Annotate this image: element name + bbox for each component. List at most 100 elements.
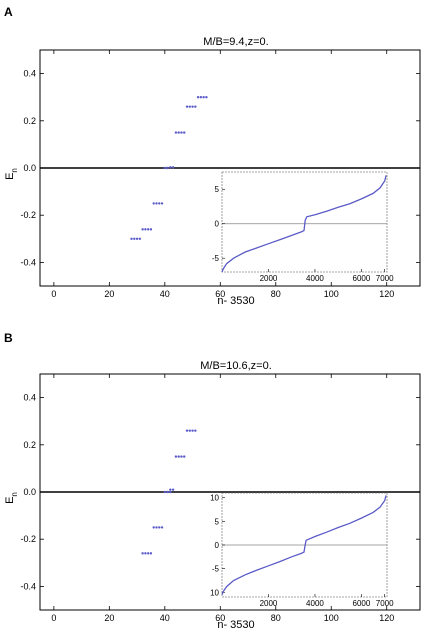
panel-a-ylabel-sub: n [10, 168, 19, 172]
panel-a-data-point [196, 96, 200, 99]
panel-letter-a: A [4, 5, 13, 19]
panel-b-data-point [163, 490, 167, 494]
panel-a-xtick-label: 40 [160, 289, 170, 299]
panel-b-data-point [144, 552, 147, 555]
panel-b-data-point [188, 429, 191, 432]
panel-a-data-point [205, 96, 208, 99]
panel-a-xtick-label: 20 [104, 289, 114, 299]
panel-a-inset-ytick-label: 5 [215, 185, 220, 194]
panel-b-inset-ytick-label: 10 [210, 588, 219, 597]
panel-a-data-point [133, 237, 136, 240]
panel-a-xtick-label: 0 [51, 289, 56, 299]
panel-b-data-point [152, 526, 155, 529]
panel-a-data-point [202, 96, 205, 99]
panel-a-ytick-label: 0.0 [23, 163, 36, 173]
panel-b-data-point [160, 526, 164, 529]
panel-b-ytick-label: 0.2 [23, 440, 36, 450]
panel-a-data-point [194, 105, 197, 108]
panel-a-data-point [155, 202, 158, 205]
panel-a-xtick-label: 100 [324, 289, 339, 299]
panel-b-inset-ytick-label: 10 [210, 494, 219, 503]
panel-b-inset-curve [221, 495, 387, 595]
panel-b-data-point [169, 490, 172, 494]
panel-a-ylabel-main: E [4, 173, 16, 180]
panel-a-data-point [135, 237, 139, 240]
panel-b-ylabel: En [4, 492, 19, 504]
panel-a-data-point [166, 166, 169, 170]
panel-a-ytick-label: 0.2 [23, 116, 36, 126]
panel-a-inset-xtick-label: 4000 [306, 274, 324, 283]
panel-a-data-point [149, 228, 153, 231]
panel-a-inset-xtick-label: 6000 [353, 274, 371, 283]
panel-b-ylabel-sub: n [10, 492, 19, 496]
panel-a-data-point [152, 202, 155, 205]
panel-a-data-point [144, 228, 147, 231]
panel-b-xtick-label: 80 [271, 613, 281, 623]
panel-b-title: M/B=10.6,z=0. [200, 360, 272, 372]
panel-a-inset-ytick-label: -5 [212, 254, 220, 263]
panel-b-data-point [155, 526, 158, 529]
panel-b-data-point [171, 488, 175, 491]
panel-b-inset-xtick-label: 6000 [353, 599, 371, 608]
panel-b-data-point [180, 455, 183, 458]
panel-a-data-point [188, 105, 191, 108]
panel-b-inset-ytick-label: 5 [215, 517, 220, 526]
panel-a-xlabel: n- 3530 [217, 295, 254, 307]
panel-b-data-point [183, 455, 186, 458]
panel-letter-b: B [4, 331, 13, 345]
panel-a-data-point [130, 237, 133, 240]
panel-a-title: M/B=9.4,z=0. [203, 36, 268, 48]
panel-b-xtick-label: 20 [104, 613, 114, 623]
panel-b-inset-xtick-label: 2000 [260, 599, 278, 608]
panel-a-data-point [183, 131, 186, 134]
panel-b-xtick-label: 120 [379, 613, 394, 623]
panel-a-ytick-label: -0.4 [20, 257, 36, 267]
panel-b-ytick-label: -0.2 [20, 534, 36, 544]
panel-b-ylabel-main: E [4, 497, 16, 504]
panel-a-data-point [146, 228, 150, 231]
panel-b-data-point [146, 552, 150, 555]
panel-a-ylabel: En [4, 168, 19, 180]
panel-b-xtick-label: 40 [160, 613, 170, 623]
panel-a-inset: -5 0 5 2000 4000 6000 7000 [212, 171, 394, 283]
panel-a-data-point [169, 166, 172, 169]
panel-b-data-point [169, 488, 172, 491]
panel-b-xtick-label: 100 [324, 613, 339, 623]
panel-a-xtick-label: 60 [215, 289, 225, 299]
panel-a-data-point [177, 131, 180, 134]
panel-a-ytick-label: 0.4 [23, 69, 36, 79]
panel-b-data-point [177, 455, 180, 458]
panel-a-data-point [185, 105, 189, 108]
panel-b-data-point [194, 429, 197, 432]
panel-a-ytick-label: -0.2 [20, 210, 36, 220]
panel-a: A M/B=9.4,z=0. -0.4 -0.2 0.0 0.2 0.4 0 20 40 60… [4, 5, 421, 307]
panel-b-inset-ytick-label: -5 [212, 565, 220, 574]
panel-a-inset-xtick-label: 2000 [260, 274, 278, 283]
panel-a-data-point [191, 105, 194, 108]
panel-a-xtick-label: 80 [271, 289, 281, 299]
panel-a-xtick-label: 120 [379, 289, 394, 299]
panel-b-xlabel: n- 3530 [217, 619, 254, 630]
panel-a-data-point [158, 202, 161, 205]
panel-b-ytick-label: 0.4 [23, 393, 36, 403]
panel-b-data-point [191, 429, 194, 432]
panel-a-data-point [138, 237, 142, 240]
panel-a-data-point [199, 96, 203, 99]
panel-b-xtick-label: 60 [215, 613, 225, 623]
panel-b-ytick-label: -0.4 [20, 581, 36, 591]
panel-b-data-point [149, 552, 153, 555]
panel-b-data-point [158, 526, 161, 529]
panel-a-inset-curve [221, 175, 387, 273]
panel-a-inset-ytick-label: 0 [215, 220, 220, 229]
panel-b: B M/B=10.6,z=0. -0.4 -0.2 0.0 0.2 0.4 0 20 40 6… [4, 331, 421, 630]
panel-b-inset-xtick-label: 7000 [376, 599, 394, 608]
panel-a-inset-xtick-label: 7000 [376, 274, 394, 283]
panel-b-xtick-label: 0 [51, 613, 56, 623]
panel-b-data-point [185, 429, 189, 432]
panel-b-inset-xtick-label: 4000 [306, 599, 324, 608]
panel-a-data-point [180, 131, 183, 134]
panel-a-data-point [163, 166, 167, 170]
panel-a-data-point [160, 202, 164, 205]
panel-a-data-point [174, 131, 178, 134]
